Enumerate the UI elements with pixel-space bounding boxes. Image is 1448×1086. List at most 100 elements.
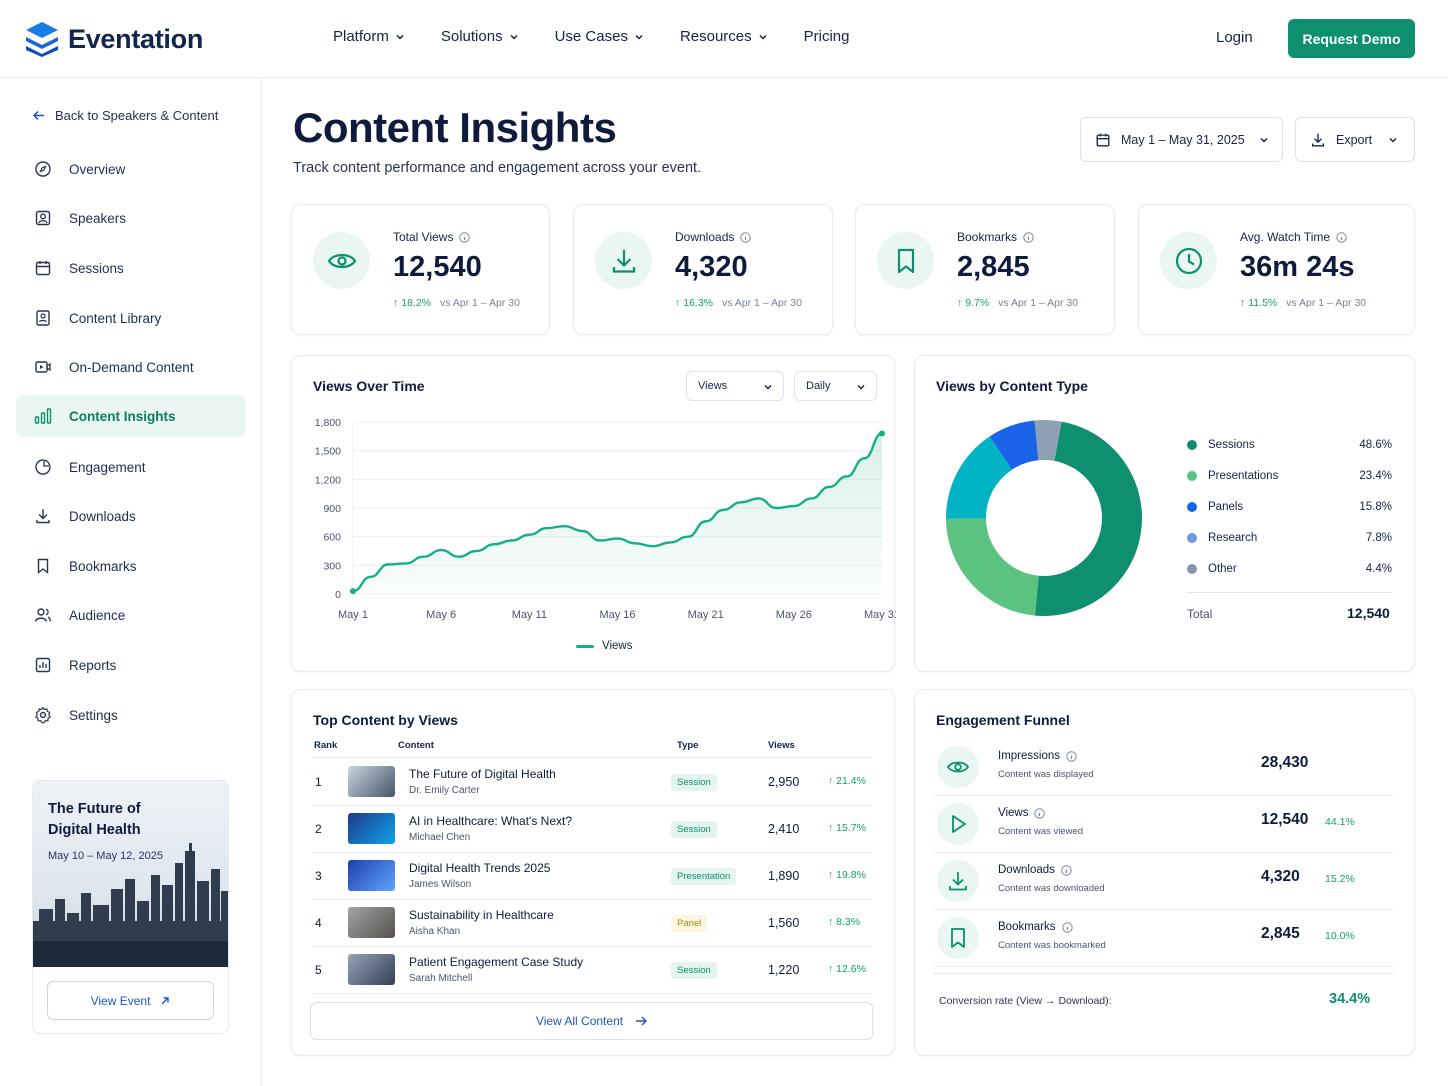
donut-slice-presentations[interactable] (946, 518, 1039, 616)
total-value: 12,540 (1347, 605, 1390, 621)
donut-slice-research[interactable] (989, 420, 1039, 470)
content-title[interactable]: Patient Engagement Case Study (409, 955, 584, 969)
kpi-label-text: Total Views (393, 230, 454, 244)
donut-slice-panels[interactable] (946, 436, 1012, 519)
content-thumbnail (348, 813, 395, 844)
type-badge: Session (671, 962, 717, 979)
nav-solutions[interactable]: Solutions (441, 28, 519, 45)
funnel-divider (933, 973, 1394, 974)
views-line (351, 432, 884, 593)
donut-slice-sessions[interactable] (1034, 421, 1143, 616)
sidebar-item-speakers[interactable]: Speakers (16, 197, 246, 239)
row-delta-pct: 15.7% (836, 822, 866, 834)
top-content-card: Top Content by Views Rank Content Type V… (291, 689, 895, 1056)
view-event-button[interactable]: View Event (47, 981, 214, 1020)
sidebar-item-downloads[interactable]: Downloads (16, 495, 246, 537)
nav-resources[interactable]: Resources (680, 28, 768, 45)
data-point[interactable] (350, 588, 356, 595)
sidebar-item-engagement[interactable]: Engagement (16, 446, 246, 488)
external-arrow-icon (161, 996, 170, 1004)
brand-logo[interactable]: Eventation (24, 20, 203, 58)
chevron-down-icon (1260, 137, 1268, 143)
info-icon[interactable] (1061, 921, 1073, 933)
type-badge: Presentation (671, 868, 737, 885)
back-link[interactable]: Back to Speakers & Content (32, 108, 218, 123)
funnel-stage-name: Downloads (998, 864, 1072, 876)
table-row[interactable]: 2 AI in Healthcare: What's Next? Michael C… (313, 806, 872, 853)
sidebar-item-content-library[interactable]: Content Library (16, 297, 246, 339)
request-demo-button[interactable]: Request Demo (1288, 19, 1415, 58)
nav-platform[interactable]: Platform (333, 28, 405, 45)
kpi-label: Downloads (675, 230, 752, 244)
sidebar-item-label: Engagement (69, 459, 146, 475)
sidebar-item-audience[interactable]: Audience (16, 594, 246, 636)
x-tick-label: May 1 (338, 609, 368, 621)
col-rank: Rank (314, 740, 338, 751)
donut-slice-other[interactable] (1034, 420, 1062, 461)
info-icon[interactable] (1336, 231, 1347, 243)
speaker-icon (35, 210, 51, 226)
date-range-picker[interactable]: May 1 – May 31, 2025 (1080, 117, 1283, 162)
nav-label: Resources (679, 28, 752, 45)
info-icon[interactable] (459, 231, 471, 243)
funnel-stage-desc: Content was viewed (998, 826, 1084, 837)
funnel-stage-label: Bookmarks (998, 921, 1056, 933)
sidebar-item-reports[interactable]: Reports (16, 644, 246, 686)
line-chart-legend: Views (576, 640, 632, 652)
data-point[interactable] (879, 430, 885, 437)
sidebar-item-bookmarks[interactable]: Bookmarks (16, 545, 246, 587)
nav-use-cases[interactable]: Use Cases (555, 28, 644, 45)
content-title[interactable]: The Future of Digital Health (409, 767, 556, 781)
table-row[interactable]: 1 The Future of Digital Health Dr. Emily C… (313, 759, 872, 806)
content-title[interactable]: AI in Healthcare: What's Next? (409, 814, 573, 828)
views-chart-title: Views Over Time (313, 378, 425, 394)
sidebar-item-settings[interactable]: Settings (16, 694, 246, 736)
funnel-stage-label: Downloads (998, 864, 1055, 876)
type-badge: Session (671, 821, 717, 838)
bookmark-icon (897, 248, 914, 273)
sidebar-item-on-demand-content[interactable]: On-Demand Content (16, 346, 246, 388)
x-tick-label: May 31 (864, 609, 896, 621)
content-title[interactable]: Sustainability in Healthcare (409, 908, 554, 922)
info-icon[interactable] (1034, 807, 1046, 819)
funnel-stage-bookmarks: Bookmarks Content was bookmarked 2,845 10.0… (933, 910, 1394, 967)
sidebar-item-sessions[interactable]: Sessions (16, 247, 246, 289)
trend-up-icon: ↑ (675, 297, 681, 309)
gear-icon (35, 706, 51, 724)
content-thumbnail (348, 907, 395, 938)
export-button[interactable]: Export (1295, 117, 1415, 162)
info-icon[interactable] (1066, 750, 1077, 762)
brand-name: Eventation (68, 23, 204, 54)
content-author: Dr. Emily Carter (409, 785, 480, 796)
table-row[interactable]: 3 Digital Health Trends 2025 James Wilson P… (313, 853, 872, 900)
legend-item: Sessions 48.6% (1187, 439, 1392, 451)
funnel-stage-value: 28,430 (1261, 754, 1309, 771)
type-badge: Session (671, 774, 717, 791)
download-icon (1312, 133, 1324, 146)
interval-select[interactable]: Daily (794, 371, 877, 401)
login-link[interactable]: Login (1216, 29, 1253, 46)
sidebar-item-content-insights[interactable]: Content Insights (16, 395, 246, 437)
y-tick-label: 1,500 (315, 446, 341, 458)
table-row[interactable]: 5 Patient Engagement Case Study Sarah Mitc… (313, 947, 872, 994)
logo-icon (26, 22, 58, 57)
donut-chart-title: Views by Content Type (936, 378, 1088, 394)
kpi-card-downloads: Downloads 4,320 ↑ 16.3% vs Apr 1 – Apr 30 (573, 204, 833, 335)
nav-pricing[interactable]: Pricing (804, 28, 850, 45)
table-row[interactable]: 4 Sustainability in Healthcare Aisha Khan P… (313, 900, 872, 947)
nav-label: Platform (333, 28, 389, 45)
info-icon[interactable] (1023, 231, 1034, 243)
info-icon[interactable] (740, 231, 752, 243)
arrow-left-icon (32, 110, 44, 121)
legend-category: Presentations (1208, 470, 1279, 482)
content-title[interactable]: Digital Health Trends 2025 (409, 861, 551, 875)
content-thumbnail (348, 954, 395, 985)
legend-value: 48.6% (1359, 439, 1392, 451)
view-all-content-button[interactable]: View All Content (310, 1002, 873, 1040)
row-delta: ↑ 21.4% (828, 775, 866, 787)
compass-icon (35, 161, 51, 177)
sidebar-item-overview[interactable]: Overview (16, 148, 246, 190)
play-icon (952, 815, 966, 833)
metric-select[interactable]: Views (686, 371, 784, 401)
info-icon[interactable] (1061, 864, 1072, 876)
